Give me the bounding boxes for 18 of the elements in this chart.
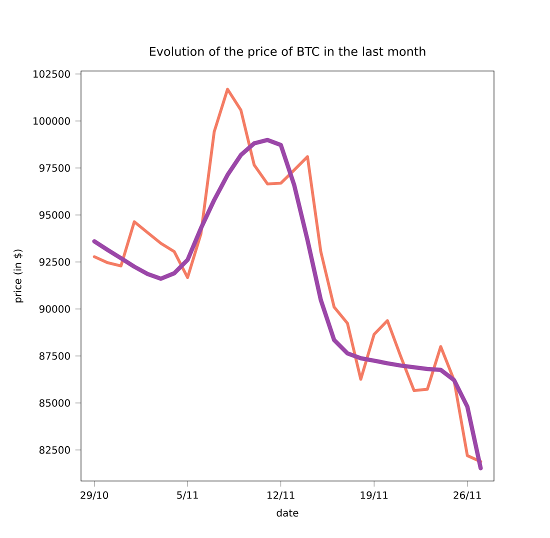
y-tick-label: 87500 <box>39 352 70 360</box>
y-tick-label: 102500 <box>34 70 70 78</box>
y-tick-label: 85000 <box>39 399 70 407</box>
x-tick-label: 26/11 <box>454 491 481 500</box>
y-axis-title: price (in $) <box>14 250 24 302</box>
y-tick-label: 100000 <box>34 117 70 125</box>
x-axis-title: date <box>276 508 298 517</box>
x-tick-label: 29/10 <box>80 491 108 500</box>
x-tick-label: 5/11 <box>177 491 198 500</box>
x-tick-label: 12/11 <box>268 491 294 500</box>
line-series <box>92 88 482 464</box>
y-tick-label: 92500 <box>39 258 70 266</box>
y-tick-label: 95000 <box>39 211 70 219</box>
y-tick-label: 82500 <box>39 446 70 454</box>
y-tick-label: 97500 <box>39 164 70 172</box>
x-tick-label: 19/11 <box>360 491 388 500</box>
chart-title: Evolution of the price of BTC in the last month <box>150 46 426 58</box>
y-tick-label: 90000 <box>39 305 70 313</box>
